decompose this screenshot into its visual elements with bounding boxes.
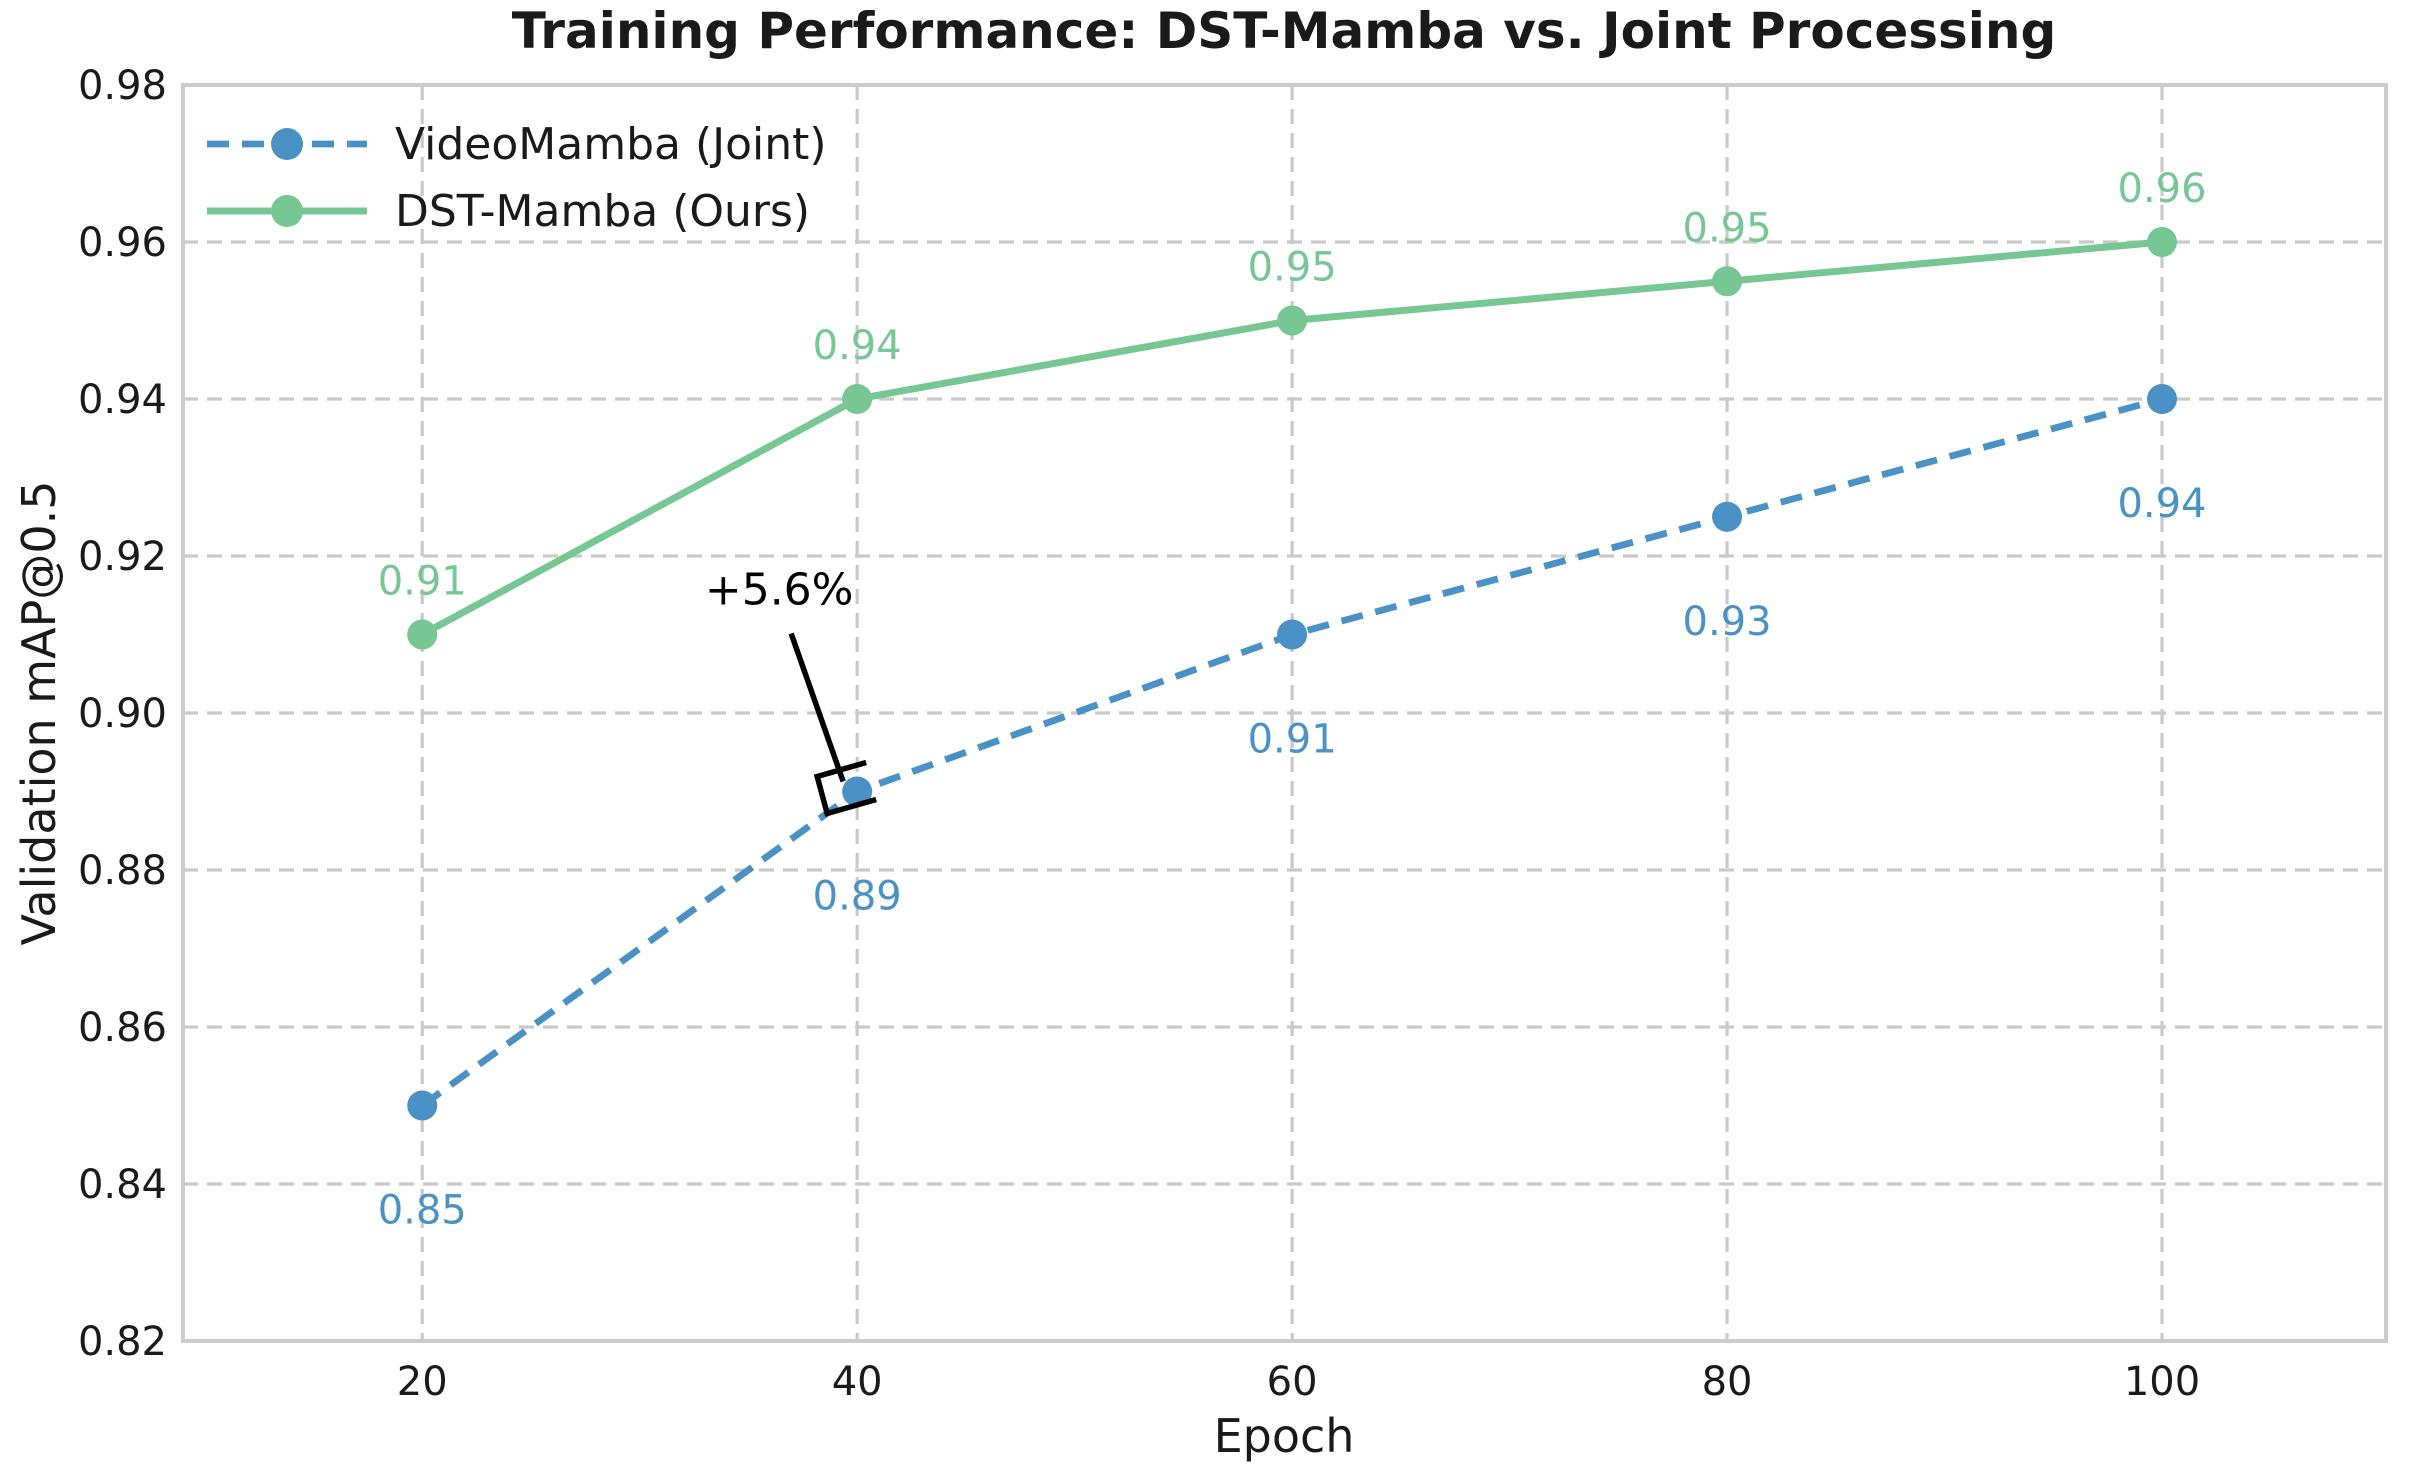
- annotation-text: +5.6%: [705, 565, 854, 616]
- x-axis-label: Epoch: [1214, 1409, 1355, 1463]
- data-point-label-videomamba-joint: 0.94: [2117, 481, 2206, 527]
- legend: VideoMamba (Joint) DST-Mamba (Ours): [207, 119, 827, 237]
- data-point-marker-videomamba-joint: [842, 776, 873, 807]
- legend-item-label: VideoMamba (Joint): [395, 119, 827, 170]
- legend-item-videomamba-joint: VideoMamba (Joint): [207, 119, 827, 170]
- plot-border: [181, 83, 2388, 1343]
- data-point-marker-videomamba-joint: [1712, 501, 1743, 532]
- data-point-marker-dst-mamba-ours: [1277, 305, 1308, 336]
- y-tick-label: 0.88: [78, 848, 167, 894]
- y-tick-label: 0.96: [78, 220, 167, 266]
- data-point-labels: 0.85 0.89 0.91 0.93 0.94 0.91 0.94 0.95 0.95 0.96: [378, 166, 2207, 1234]
- y-axis-label: Validation mAP@0.5: [12, 481, 66, 946]
- annotation-bracket: [813, 759, 877, 817]
- data-point-marker-dst-mamba-ours: [1712, 266, 1743, 297]
- x-tick-label: 20: [397, 1359, 448, 1405]
- data-point-label-dst-mamba-ours: 0.94: [813, 323, 902, 369]
- data-point-marker-dst-mamba-ours: [407, 619, 438, 650]
- data-point-label-dst-mamba-ours: 0.95: [1248, 245, 1337, 291]
- data-point-marker-dst-mamba-ours: [842, 384, 873, 414]
- data-point-label-dst-mamba-ours: 0.95: [1683, 205, 1772, 251]
- series-lines: [407, 227, 2178, 1121]
- axis-tick-labels: 20 40 60 80 100 0.82 0.84 0.86 0.88 0.90 0.92 0.94 0…: [78, 63, 2200, 1405]
- y-tick-label: 0.98: [78, 63, 167, 109]
- y-tick-label: 0.86: [78, 1005, 167, 1051]
- x-tick-label: 100: [2124, 1359, 2200, 1405]
- data-point-label-videomamba-joint: 0.91: [1248, 717, 1337, 763]
- y-tick-label: 0.84: [78, 1162, 167, 1208]
- data-point-label-dst-mamba-ours: 0.91: [378, 559, 467, 605]
- legend-sample-marker: [271, 195, 303, 227]
- annotation-arrow-line: [788, 632, 846, 783]
- data-point-label-dst-mamba-ours: 0.96: [2117, 166, 2206, 212]
- data-point-marker-videomamba-joint: [407, 1090, 438, 1121]
- data-point-marker-dst-mamba-ours: [2147, 227, 2178, 257]
- chart-title: Training Performance: DST-Mamba vs. Join…: [512, 2, 2057, 60]
- x-tick-label: 80: [1702, 1359, 1753, 1405]
- y-tick-label: 0.82: [78, 1319, 167, 1365]
- legend-sample-marker: [271, 128, 303, 160]
- data-point-label-videomamba-joint: 0.93: [1683, 599, 1772, 645]
- y-tick-label: 0.92: [78, 534, 167, 580]
- legend-item-dst-mamba-ours: DST-Mamba (Ours): [207, 186, 810, 237]
- data-point-marker-videomamba-joint: [2147, 384, 2178, 414]
- data-point-label-videomamba-joint: 0.85: [378, 1188, 467, 1234]
- data-point-marker-videomamba-joint: [1277, 619, 1308, 650]
- y-tick-label: 0.94: [78, 377, 167, 423]
- legend-item-label: DST-Mamba (Ours): [395, 186, 810, 237]
- y-tick-label: 0.90: [78, 691, 167, 737]
- x-tick-label: 40: [832, 1359, 883, 1405]
- annotation-group: +5.6%: [705, 565, 877, 817]
- x-tick-label: 60: [1267, 1359, 1318, 1405]
- data-point-label-videomamba-joint: 0.89: [813, 874, 902, 920]
